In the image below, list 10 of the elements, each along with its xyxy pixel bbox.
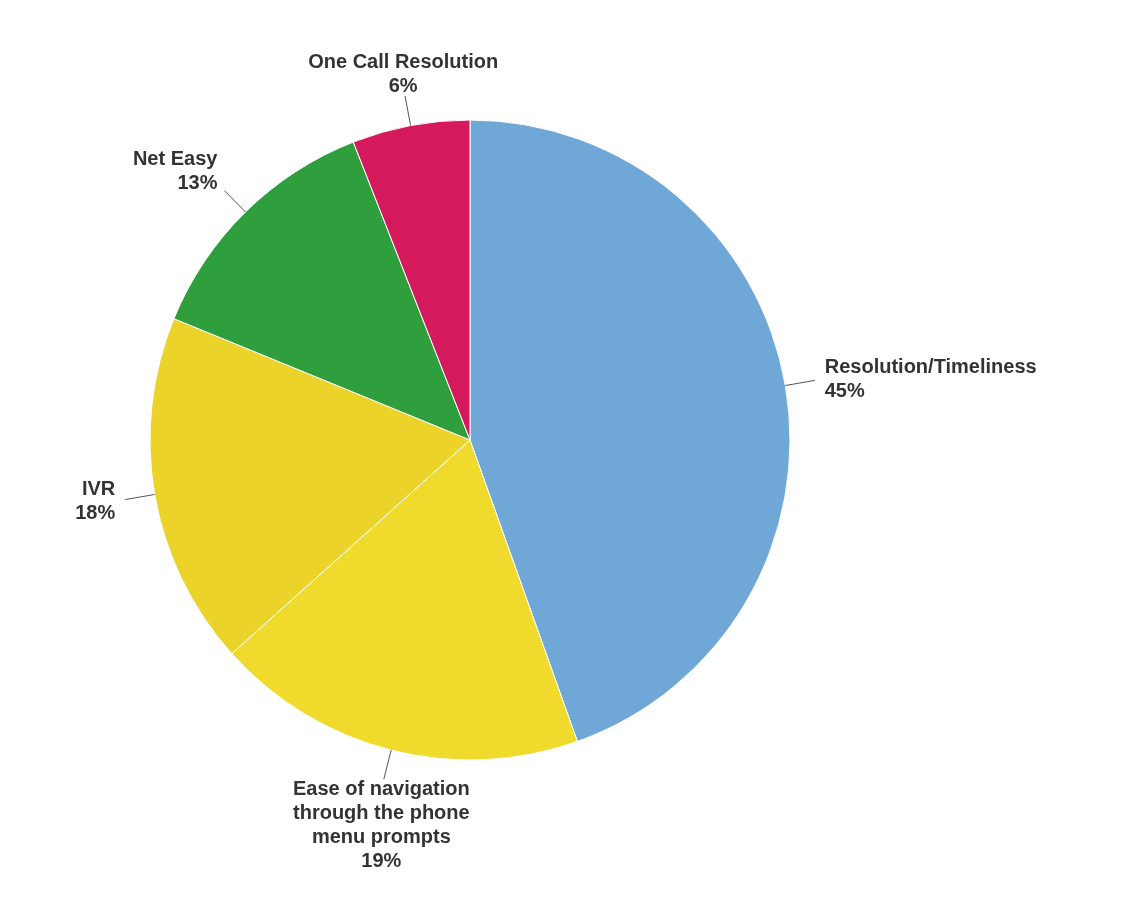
data-label: 13% xyxy=(177,171,218,194)
data-label: 19% xyxy=(361,848,402,871)
slice-label: One Call Resolution xyxy=(308,50,499,73)
slice-label: Ease of navigation through the phone menu prompts xyxy=(292,776,470,847)
data-label: 45% xyxy=(824,378,865,401)
slice-label: Resolution/Timeliness xyxy=(824,354,1037,377)
data-label: 18% xyxy=(75,501,116,524)
data-label: 6% xyxy=(388,74,418,97)
slice-label: IVR xyxy=(81,477,116,500)
slice-label: Net Easy xyxy=(132,147,219,170)
